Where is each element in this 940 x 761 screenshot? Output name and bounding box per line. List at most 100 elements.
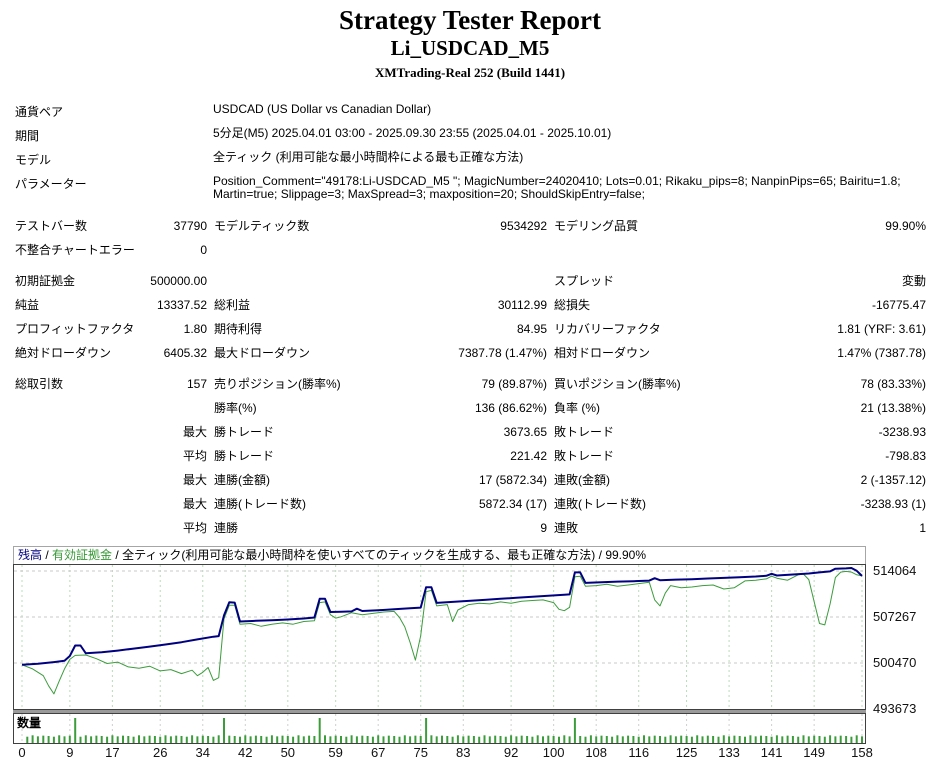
x-axis-label: 0 <box>18 745 26 760</box>
report-symbol: Li_USDCAD_M5 <box>390 36 550 60</box>
volume-bar <box>653 735 656 743</box>
x-axis-label: 34 <box>195 745 210 760</box>
stats-row: 不整合チャートエラー 0 <box>15 243 926 257</box>
volume-bar <box>74 718 77 743</box>
volume-bar <box>355 736 358 743</box>
stat-value: 136 (86.62%) <box>474 401 547 415</box>
volume-bar <box>100 736 103 743</box>
stat-value: 6405.32 <box>163 346 207 360</box>
stat-value: 78 (83.33%) <box>860 377 926 391</box>
volume-bar <box>568 736 571 743</box>
volume-bar <box>845 736 848 743</box>
legend-model-label: 全ティック(利用可能な最小時間枠を使いすべてのティックを生成する、最も正確な方法… <box>122 548 596 562</box>
legend-separator: / <box>595 548 606 562</box>
x-axis-label: 149 <box>803 745 825 760</box>
stat-label: 最大ドローダウン <box>214 346 311 360</box>
legend-equity-label: 有効証拠金 <box>52 548 113 562</box>
stat-value: 3673.65 <box>503 425 547 439</box>
volume-bar <box>143 736 146 743</box>
stat-label: リカバリーファクタ <box>554 322 661 336</box>
stat-value: 最大 <box>182 497 207 511</box>
volume-bar <box>595 736 598 743</box>
volume-bar <box>127 736 130 743</box>
volume-bar <box>228 735 231 743</box>
info-label: 通貨ペア <box>15 105 64 119</box>
volume-bar <box>542 736 544 743</box>
volume-bar <box>79 736 82 743</box>
stat-value: 2 (-1357.12) <box>860 473 926 487</box>
volume-bar <box>169 736 172 743</box>
info-row: 通貨ペア USDCAD (US Dollar vs Canadian Dollar… <box>15 103 926 120</box>
stat-value: 79 (89.87%) <box>481 377 547 391</box>
volume-bar <box>611 736 614 743</box>
report-broker: XMTrading-Real 252 (Build 1441) <box>374 65 566 80</box>
volume-bar <box>499 736 502 743</box>
y-axis-label: 507267 <box>873 609 917 624</box>
stat-value: 1.80 <box>183 322 207 336</box>
x-axis-label: 133 <box>718 745 740 760</box>
volume-bar <box>308 735 311 743</box>
volume-bar <box>488 736 491 743</box>
stat-label: 連敗(金額) <box>554 473 610 487</box>
x-axis-label: 42 <box>238 745 253 760</box>
report-header: Strategy Tester Report Li_USDCAD_M5 XMTr… <box>0 0 940 80</box>
stat-value: 平均 <box>182 521 207 535</box>
chart-legend: 残高 / 有効証拠金 / 全ティック(利用可能な最小時間枠を使いすべてのティック… <box>13 546 866 564</box>
x-axis-label: 158 <box>851 745 873 760</box>
volume-bar <box>382 736 385 743</box>
stat-value: -16775.47 <box>871 298 926 312</box>
stat-label: 連敗 <box>554 521 579 535</box>
info-row: モデル 全ティック (利用可能な最小時間枠による最も正確な方法) <box>15 150 926 168</box>
stat-value: 1.47% (7387.78) <box>837 346 926 360</box>
stat-value: 最大 <box>182 425 207 439</box>
volume-bar <box>510 735 513 743</box>
chart-pane-separator <box>13 710 866 713</box>
volume-bar <box>786 735 789 743</box>
volume-bar <box>196 736 199 743</box>
volume-bar <box>494 735 497 743</box>
stat-label: 連敗(トレード数) <box>554 497 646 511</box>
volume-bar <box>329 736 332 743</box>
volume-bar <box>722 735 725 743</box>
stat-label: 連勝(金額) <box>214 473 270 487</box>
volume-bar <box>781 736 784 743</box>
x-axis-label: 75 <box>413 745 428 760</box>
stat-label: 売りポジション(勝率%) <box>214 377 341 391</box>
test-info-table: 通貨ペア USDCAD (US Dollar vs Canadian Dollar… <box>15 103 926 211</box>
volume-bar <box>191 735 194 743</box>
stat-value: 84.95 <box>516 322 547 336</box>
stat-label: 勝トレード <box>214 425 275 439</box>
y-axis-label: 493673 <box>873 701 917 716</box>
volume-bar <box>430 735 433 743</box>
x-axis-label: 50 <box>280 745 296 760</box>
stat-label: モデルティック数 <box>214 219 310 233</box>
stat-label: 総利益 <box>214 298 251 312</box>
stat-value <box>140 401 207 415</box>
stat-value: 最大 <box>182 473 207 487</box>
stat-label: 絶対ドローダウン <box>15 346 112 360</box>
volume-bar <box>632 736 635 743</box>
volume-bar <box>276 736 279 743</box>
volume-bar <box>744 736 746 743</box>
stat-value: -3238.93 <box>878 425 926 439</box>
volume-bar <box>425 718 428 743</box>
volume-bar <box>605 736 608 743</box>
volume-bar <box>584 736 587 743</box>
volume-bar <box>441 735 443 743</box>
volume-bar <box>207 736 210 743</box>
volume-bar <box>706 735 709 743</box>
info-value: 全ティック (利用可能な最小時間枠による最も正確な方法) <box>213 150 524 164</box>
info-label: 期間 <box>15 129 40 143</box>
stat-value: 9 <box>540 521 547 535</box>
stat-value: 17 (5872.34) <box>478 473 547 487</box>
volume-bar <box>616 735 619 743</box>
stats-row: 総取引数 157 売りポジション(勝率%) 79 (89.87%) 買いポジション(勝率… <box>15 377 926 391</box>
stat-value <box>732 243 926 257</box>
x-axis-label: 116 <box>628 745 650 760</box>
volume-bar <box>212 736 215 743</box>
volume-bar <box>456 735 459 743</box>
legend-separator: / <box>112 548 123 562</box>
stat-value: -3238.93 (1) <box>860 497 926 511</box>
x-axis-label: 92 <box>503 745 519 760</box>
volume-bar <box>217 735 220 743</box>
